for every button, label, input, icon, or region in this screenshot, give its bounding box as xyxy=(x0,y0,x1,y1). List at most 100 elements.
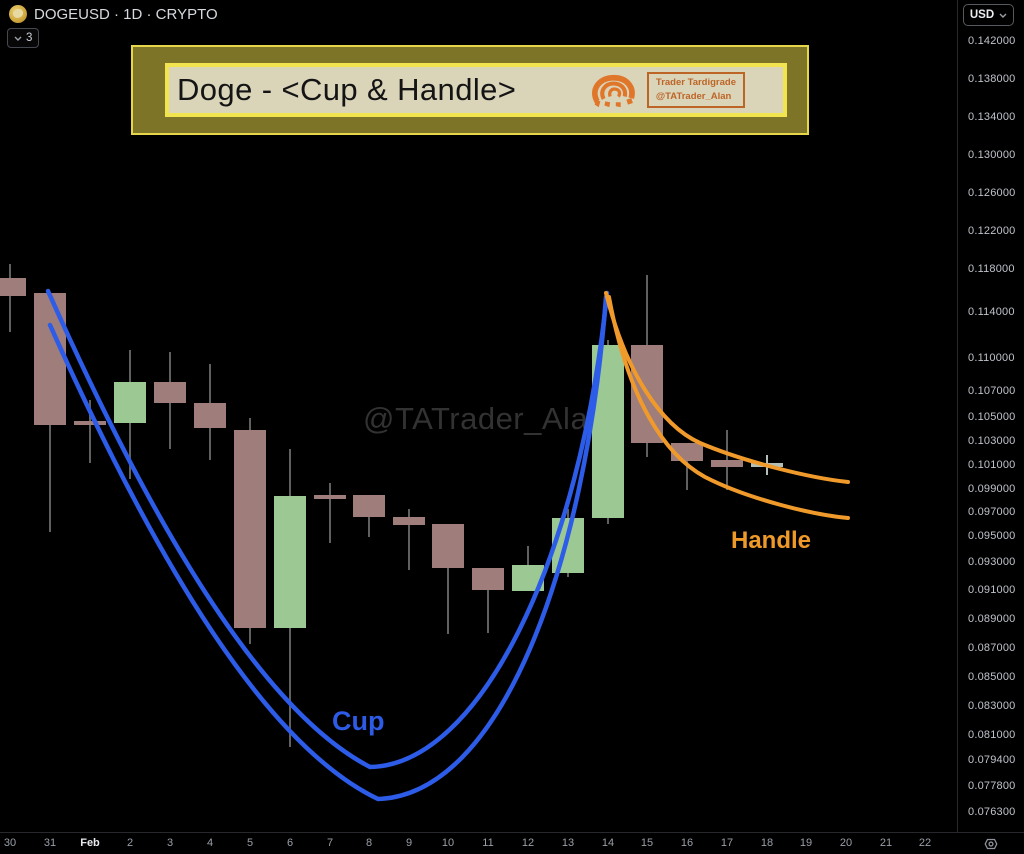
time-tick-label: 18 xyxy=(760,837,774,849)
price-tick-label: 0.077800 xyxy=(968,780,1016,792)
gear-icon xyxy=(984,838,998,849)
time-tick-label: 22 xyxy=(918,837,932,849)
candle-wick xyxy=(89,400,91,463)
candle-wick xyxy=(487,567,489,634)
candle-body xyxy=(154,382,186,403)
handle-pattern-label[interactable]: Handle xyxy=(731,527,812,554)
time-tick-label: 19 xyxy=(799,837,813,849)
price-tick-label: 0.095000 xyxy=(968,530,1016,542)
handle-curve-upper[interactable] xyxy=(604,291,850,484)
brand-handle: @TATrader_Alan xyxy=(655,91,732,102)
time-tick-label: 9 xyxy=(405,837,413,849)
brand-name: Trader Tardigrade xyxy=(655,77,736,89)
candle-body xyxy=(432,524,464,568)
doge-coin-icon xyxy=(9,5,27,23)
price-tick-label: 0.081000 xyxy=(968,729,1016,741)
banner-title: Doge - <Cup & Handle> xyxy=(177,72,517,107)
price-tick-label: 0.079400 xyxy=(968,754,1016,766)
time-tick-label: 7 xyxy=(326,837,334,849)
candle-wick xyxy=(447,524,449,634)
candle-wick xyxy=(9,264,11,332)
time-tick-label: 6 xyxy=(286,837,294,849)
time-tick-label: 15 xyxy=(640,837,654,849)
candle-body xyxy=(74,420,106,425)
brand-text-box: Trader Tardigrade @TATrader_Alan xyxy=(646,72,745,108)
price-tick-label: 0.114000 xyxy=(968,306,1015,318)
candle-body xyxy=(0,277,26,296)
cup-pattern-label[interactable]: Cup xyxy=(332,706,385,736)
price-tick-label: 0.101000 xyxy=(968,459,1016,471)
price-tick-label: 0.089000 xyxy=(968,613,1016,625)
time-tick-label: 11 xyxy=(482,837,494,849)
symbol-title: DOGEUSD · 1D · CRYPTO xyxy=(34,5,218,23)
time-tick-label: Feb xyxy=(80,837,100,849)
price-tick-label: 0.122000 xyxy=(968,225,1016,237)
tardigrade-logo-icon xyxy=(591,74,635,108)
candle-wick xyxy=(329,483,331,543)
candle-body xyxy=(393,516,425,526)
time-tick-label: 10 xyxy=(441,837,455,849)
time-tick-label: 13 xyxy=(561,837,575,849)
price-tick-label: 0.105000 xyxy=(968,411,1016,423)
currency-value: USD xyxy=(969,9,995,21)
time-tick-label: 3 xyxy=(166,837,174,849)
price-axis[interactable]: 0.142000 0.138000 0.134000 0.130000 0.126000… xyxy=(958,0,1024,832)
handle-curve-lower[interactable] xyxy=(607,295,850,520)
time-tick-label: 5 xyxy=(246,837,254,849)
cup-curve-outer[interactable] xyxy=(47,294,609,802)
axis-divider-horizontal xyxy=(0,832,1024,833)
cup-curve-inner[interactable] xyxy=(45,288,610,770)
time-tick-label: 14 xyxy=(601,837,615,849)
candle-body xyxy=(234,430,266,628)
time-tick-label: 31 xyxy=(43,837,57,849)
price-tick-label: 0.130000 xyxy=(968,149,1016,161)
candle-body xyxy=(194,402,226,428)
candle-body xyxy=(114,382,146,423)
brand-block: Trader Tardigrade @TATrader_Alan xyxy=(589,71,745,109)
time-tick-label: 20 xyxy=(839,837,853,849)
currency-dropdown[interactable]: USD xyxy=(963,4,1014,26)
time-tick-label: 8 xyxy=(365,837,373,849)
time-tick-label: 4 xyxy=(206,837,214,849)
candle-body xyxy=(314,494,346,499)
time-tick-label: 16 xyxy=(680,837,694,849)
title-banner[interactable]: Doge - <Cup & Handle> xyxy=(131,45,809,135)
price-tick-label: 0.097000 xyxy=(968,506,1016,518)
price-tick-label: 0.138000 xyxy=(968,73,1016,85)
candle-body xyxy=(274,495,306,628)
pattern-annotations xyxy=(45,288,850,802)
price-tick-label: 0.099000 xyxy=(968,483,1016,495)
watermark: @TATrader_Alan xyxy=(363,401,606,436)
collapse-count: 3 xyxy=(26,32,33,44)
candle-wick xyxy=(408,508,410,571)
time-axis[interactable]: 30 31 Feb 2 3 4 5 6 7 8 9 10 11 12 13 14 15 16 17 18 19 20 21 2… xyxy=(0,833,957,854)
axis-divider-vertical xyxy=(957,0,958,833)
candle-body xyxy=(353,494,385,517)
price-tick-label: 0.087000 xyxy=(968,642,1016,654)
price-tick-label: 0.134000 xyxy=(968,111,1016,123)
candle-body xyxy=(711,460,743,468)
collapse-button[interactable]: 3 xyxy=(7,28,40,48)
candle-wick xyxy=(726,430,728,491)
price-tick-label: 0.091000 xyxy=(968,584,1016,596)
chevron-down-icon xyxy=(999,13,1007,18)
price-tick-label: 0.093000 xyxy=(968,556,1016,568)
price-tick-label: 0.107000 xyxy=(968,385,1016,397)
price-tick-label: 0.142000 xyxy=(968,35,1016,47)
symbol-header: DOGEUSD · 1D · CRYPTO xyxy=(9,5,218,23)
time-tick-label: 12 xyxy=(521,837,535,849)
chevron-down-icon xyxy=(14,36,22,41)
axis-settings-button[interactable] xyxy=(958,833,1024,854)
candle-body xyxy=(472,567,504,590)
price-tick-label: 0.085000 xyxy=(968,671,1016,683)
time-tick-label: 21 xyxy=(879,837,893,849)
price-tick-label: 0.103000 xyxy=(968,435,1016,447)
price-tick-label: 0.083000 xyxy=(968,700,1016,712)
price-tick-label: 0.126000 xyxy=(968,187,1016,199)
time-tick-label: 30 xyxy=(3,837,17,849)
title-banner-inner: Doge - <Cup & Handle> xyxy=(165,63,787,117)
price-tick-label: 0.118000 xyxy=(968,263,1015,275)
price-tick-label: 0.076300 xyxy=(968,806,1016,818)
time-tick-label: 17 xyxy=(720,837,734,849)
